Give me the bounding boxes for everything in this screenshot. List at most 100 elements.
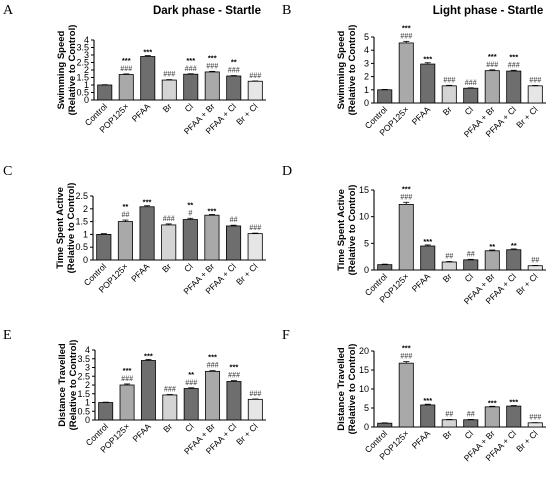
bar [97,84,113,101]
significance-stars: *** [423,55,432,64]
y-tick-label: 1 [364,85,369,95]
hash-marker: ## [445,251,453,260]
x-category-label: PFAA [130,421,153,444]
hash-marker: ### [163,214,175,223]
y-tick-label: 20 [359,346,369,356]
panel-f: F Distance Travelled (Relative to Control)… [282,328,546,463]
bar [161,79,177,101]
y-tick-label: 2 [85,380,90,390]
hash-marker: ### [185,64,197,73]
y-axis-label: Time Spent Active [55,187,66,269]
hash-marker: ### [185,378,197,387]
significance-stars: *** [122,56,131,65]
y-tick-label: 0 [364,422,369,432]
bar [441,261,457,271]
significance-stars: *** [208,206,217,215]
x-category-label: PFAA [410,271,433,294]
y-tick-label: 1.5 [75,217,88,227]
bar [183,73,199,101]
bar [161,224,177,261]
y-tick-label: 0.5 [76,88,89,98]
x-category-label: Br [161,101,174,114]
bar [441,419,457,428]
bar [226,381,242,421]
significance-stars: *** [144,351,153,360]
bar [96,233,112,261]
bar [398,203,414,271]
x-category-label: Br + Cl [514,271,540,297]
panel-letter: B [282,3,291,18]
y-tick-label: 5 [364,403,369,413]
hash-marker: ## [121,210,129,219]
x-category-label: PFAA [130,101,153,124]
hash-marker: ## [467,249,475,258]
bar [484,406,500,428]
panel-letter: C [3,164,12,179]
x-category-label: Br + Cl [234,101,260,127]
y-tick-label: 2 [364,72,369,82]
y-tick-label: 1 [83,229,88,239]
hash-marker: ## [531,255,539,264]
y-tick-label: 2.5 [76,58,89,68]
x-category-label: Br [161,421,174,434]
y-axis-label: (Relative to Control) [347,185,358,276]
panel-d: D Time Spent Active (Relative to Control) 0… [282,164,546,306]
y-axis-label: Swimming Speed [56,30,67,109]
y-tick-label: 3 [364,58,369,68]
hash-marker: ### [400,31,412,40]
hash-marker: ### [465,78,477,87]
bar [247,398,263,421]
bar [527,422,543,428]
bar [204,214,220,261]
y-tick-label: 3.5 [76,43,89,53]
significance-stars: *** [423,237,432,246]
x-category-label: PFAA [129,261,152,284]
significance-stars: *** [208,353,217,362]
significance-stars: *** [402,23,411,32]
hash-marker: ### [529,413,541,422]
significance-stars: *** [123,366,132,375]
y-axis-label: (Relative to Control) [347,25,358,116]
bar [463,87,479,104]
bar [182,219,198,261]
bar [398,42,414,104]
bar [527,85,543,104]
x-category-label: Br + Cl [514,104,540,130]
y-tick-label: 0 [364,98,369,108]
significance-stars: *** [143,48,152,57]
bar [205,370,221,421]
significance-stars: *** [143,198,152,207]
hash-marker: ### [400,192,412,201]
y-tick-label: 1.5 [76,73,89,83]
bar [247,80,263,101]
y-tick-label: 10 [359,384,369,394]
bar [119,384,135,421]
x-category-label: Br [160,261,173,274]
bar [118,74,134,101]
bar [484,70,500,104]
bar [226,75,242,101]
significance-stars: *** [488,398,497,407]
significance-stars: *** [509,398,518,407]
y-tick-label: 2.5 [75,191,88,201]
panel-b: B Light phase - Startle Swimming Speed (Rel… [282,3,546,139]
bar [139,206,155,261]
y-tick-label: 4 [84,35,89,45]
significance-stars: ** [187,200,193,209]
y-tick-label: 0.5 [77,406,90,416]
y-tick-label: 5 [364,32,369,42]
y-tick-label: 10 [359,212,369,222]
hash-marker: ### [486,60,498,69]
hash-marker: # [188,208,192,217]
y-axis-label: Distance Travelled [336,347,347,431]
bar [398,362,414,428]
bar [183,388,199,421]
hash-marker: ### [249,389,261,398]
bar [484,250,500,271]
significance-stars: *** [423,396,432,405]
hash-marker: ### [529,75,541,84]
x-category-label: Cl [462,104,475,117]
y-tick-label: 3.5 [77,354,90,364]
significance-stars: ** [231,58,237,67]
